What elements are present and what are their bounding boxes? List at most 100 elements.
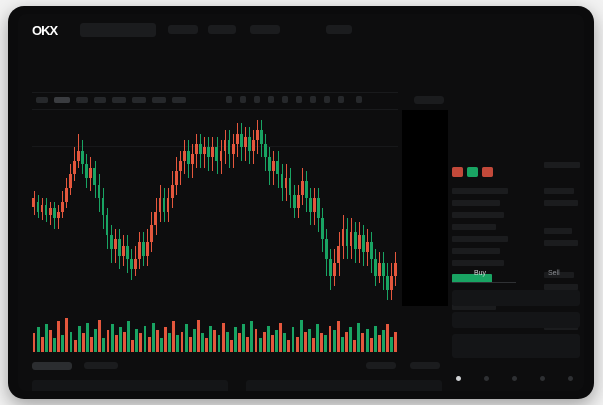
bottom-right-tab-1[interactable] — [366, 362, 396, 369]
candle-body — [223, 140, 227, 151]
cursor-icon[interactable] — [226, 96, 232, 103]
candle-body — [60, 201, 64, 212]
candle-body — [121, 245, 125, 256]
order-price-input[interactable] — [452, 290, 580, 306]
pager-dot-2[interactable] — [484, 376, 489, 381]
volume-bar — [196, 319, 200, 352]
volume-bar — [382, 330, 385, 352]
volume-bar — [48, 330, 52, 352]
bottom-tab-2[interactable] — [84, 362, 118, 369]
pager-dot-1[interactable] — [456, 376, 461, 381]
candle-body — [191, 153, 194, 165]
volume-bar — [53, 338, 56, 352]
candle-body — [73, 160, 76, 175]
orderbook-ask-row[interactable] — [452, 224, 496, 230]
volume-bar — [81, 333, 85, 352]
candle-body — [211, 147, 215, 158]
global-search-input[interactable] — [80, 23, 156, 37]
candle-body — [349, 232, 353, 246]
trendline-icon[interactable] — [254, 96, 260, 103]
order-amount-input[interactable] — [452, 312, 580, 328]
candle-body — [227, 140, 231, 154]
tab-sell[interactable]: Sell — [548, 270, 560, 277]
volume-bar — [336, 321, 340, 352]
orderbook-ask-row[interactable] — [452, 188, 508, 194]
tab-buy[interactable]: Buy — [474, 270, 487, 277]
chart-timeframe-active[interactable] — [54, 97, 70, 103]
volume-bar — [73, 339, 77, 352]
ruler-icon[interactable] — [282, 96, 288, 103]
orderbook-asks-icon[interactable] — [482, 167, 493, 177]
volume-bar — [155, 330, 159, 352]
bottom-tab-active[interactable] — [32, 362, 72, 370]
chart-toolbar-button-5[interactable] — [132, 97, 146, 103]
orderbook-ask-row[interactable] — [452, 260, 504, 266]
candle-body — [154, 211, 158, 226]
volume-bar — [365, 328, 369, 352]
orderbook-ask-row[interactable] — [452, 236, 508, 242]
chart-toolbar-button-4[interactable] — [112, 97, 126, 103]
nav-item-3[interactable] — [250, 25, 280, 34]
orderbook-all-icon[interactable] — [452, 167, 463, 177]
volume-bar — [85, 322, 89, 352]
volume-bar — [357, 322, 361, 352]
volume-bar — [234, 327, 237, 352]
nav-item-1[interactable] — [168, 25, 198, 34]
bottom-right-tab-2[interactable] — [410, 362, 440, 369]
volume-bar — [225, 331, 229, 352]
candle-body — [146, 242, 150, 256]
volume-bar — [180, 331, 184, 352]
chart-toolbar-button-7[interactable] — [172, 97, 186, 103]
magnet-icon[interactable] — [310, 96, 316, 103]
chart-toolbar-button-2[interactable] — [76, 97, 88, 103]
volume-bar — [69, 331, 73, 352]
trash-icon[interactable] — [356, 96, 362, 103]
chart-toolbar-button-6[interactable] — [152, 97, 166, 103]
candle-body — [199, 143, 203, 154]
nav-item-2[interactable] — [208, 25, 236, 34]
pager-dot-3[interactable] — [512, 376, 517, 381]
buy-tab-underline — [452, 282, 516, 283]
pencil-icon[interactable] — [296, 96, 302, 103]
candlestick-chart[interactable] — [32, 114, 398, 306]
volume-bar — [122, 331, 126, 352]
candle-body — [182, 150, 186, 161]
candle-body — [365, 242, 369, 253]
orderbook-bids-icon[interactable] — [467, 167, 478, 177]
candle-body — [64, 187, 68, 202]
pager-dot-5[interactable] — [568, 376, 573, 381]
candle-body — [268, 157, 272, 171]
pager-dot-4[interactable] — [540, 376, 545, 381]
volume-bar — [377, 335, 381, 352]
volume-bar — [209, 325, 213, 352]
volume-bar — [139, 333, 143, 352]
volume-bar — [168, 333, 172, 352]
volume-bar — [98, 319, 102, 352]
orderbook-ask-row[interactable] — [452, 248, 500, 254]
volume-bar — [320, 333, 324, 352]
candle-body — [40, 204, 44, 212]
orderbook-spread-highlight — [452, 274, 492, 283]
lock-icon[interactable] — [338, 96, 344, 103]
volume-bar — [299, 319, 303, 352]
candle-body — [105, 215, 109, 236]
volume-bar — [250, 321, 254, 352]
orderbook-ask-row[interactable] — [452, 212, 504, 218]
volume-bar — [213, 330, 217, 352]
orderbook-value — [544, 284, 578, 290]
chart-toolbar-button-3[interactable] — [94, 97, 106, 103]
wave-icon[interactable] — [268, 96, 274, 103]
candle-body — [207, 147, 211, 158]
crosshair-icon[interactable] — [240, 96, 246, 103]
candle-body — [247, 136, 251, 151]
orderbook-ask-row[interactable] — [452, 200, 500, 206]
orderbook-bid-row[interactable] — [452, 304, 496, 310]
eye-icon[interactable] — [324, 96, 330, 103]
okx-logo[interactable]: OKX — [32, 23, 58, 38]
orderbook-value — [544, 188, 574, 194]
candle-body — [186, 150, 190, 165]
order-total-input[interactable] — [452, 334, 580, 358]
chart-toolbar-button-1[interactable] — [36, 97, 48, 103]
nav-item-4[interactable] — [326, 25, 352, 34]
candle-body — [138, 242, 142, 260]
